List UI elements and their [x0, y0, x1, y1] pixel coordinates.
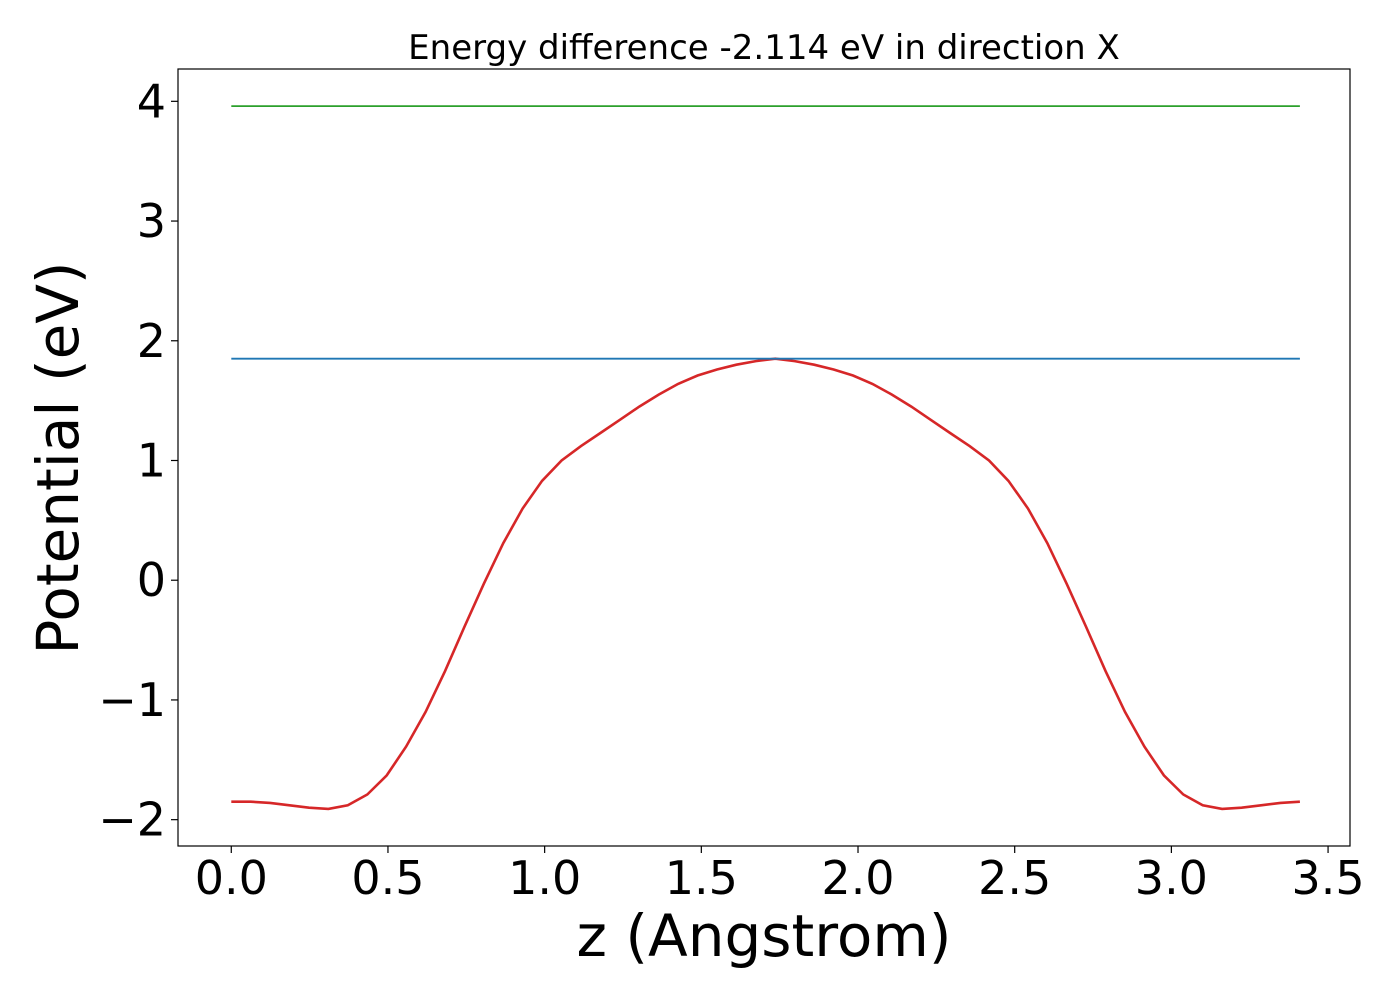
y-tick-label: 1	[137, 433, 166, 487]
x-tick-label: 1.0	[508, 851, 581, 905]
y-axis-ticks: −2 −1 0 1 2 3 4	[98, 74, 178, 847]
y-tick-label: 2	[137, 314, 166, 368]
plot-frame	[177, 68, 1351, 847]
x-tick-label: 0.5	[351, 851, 424, 905]
x-tick-label: 3.0	[1135, 851, 1208, 905]
y-tick-label: −1	[98, 673, 166, 727]
x-axis-ticks: 0.0 0.5 1.0 1.5 2.0 2.5 3.0 3.5	[195, 846, 1365, 905]
plot-area	[178, 69, 1350, 846]
x-tick-label: 2.5	[978, 851, 1051, 905]
x-tick-label: 2.0	[821, 851, 894, 905]
x-tick-label: 3.5	[1291, 851, 1364, 905]
y-tick-label: 0	[137, 553, 166, 607]
y-axis-label: Potential (eV)	[24, 261, 92, 654]
x-tick-label: 1.5	[665, 851, 738, 905]
y-tick-label: −2	[98, 793, 166, 847]
series-line-0	[231, 357, 1300, 811]
y-tick-label: 3	[137, 194, 166, 248]
y-tick-label: 4	[137, 74, 166, 128]
x-axis-label: z (Angstrom)	[577, 902, 952, 970]
x-tick-label: 0.0	[195, 851, 268, 905]
chart-title: Energy difference -2.114 eV in direction…	[408, 28, 1120, 68]
series-group	[231, 105, 1300, 811]
